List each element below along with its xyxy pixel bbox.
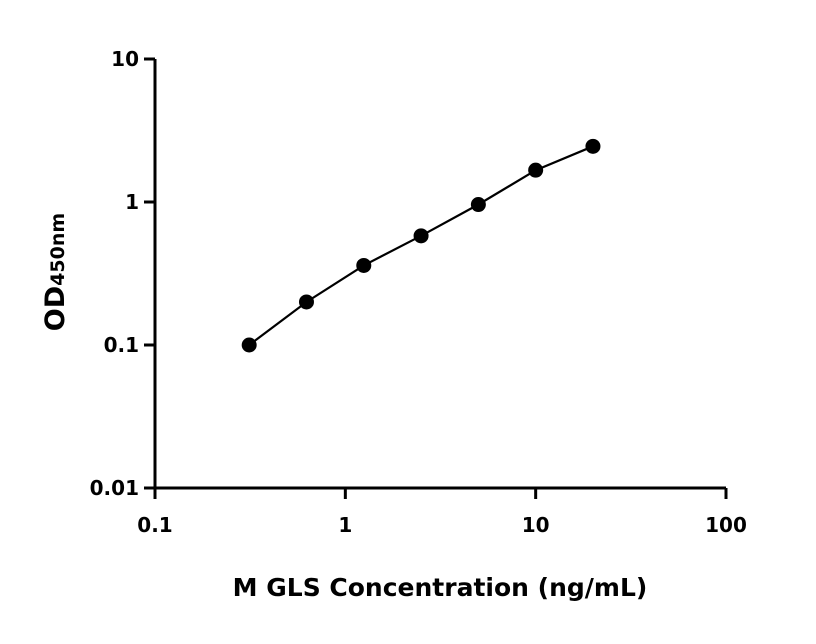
y-tick-label: 0.01 (90, 476, 139, 500)
data-point (528, 162, 544, 178)
ticks: 0.1 1 10 100 0.01 0.1 1 10 (90, 47, 747, 537)
y-axis-label-main: OD (40, 286, 71, 331)
y-tick-label: 1 (125, 190, 139, 214)
y-tick-label: 0.1 (104, 333, 139, 357)
y-axis-label: OD450nm (40, 213, 71, 331)
x-tick-label: 1 (338, 513, 352, 537)
axes (153, 59, 726, 490)
fit-line (248, 145, 594, 346)
data-point (413, 228, 429, 244)
data-point (356, 257, 372, 273)
data-point (241, 337, 257, 353)
y-tick-label: 10 (111, 47, 139, 71)
data-points (241, 138, 601, 353)
data-point (298, 294, 314, 310)
data-point (470, 197, 486, 213)
fit-curve (248, 145, 594, 346)
y-axis-label-sub: 450nm (47, 213, 69, 286)
x-axis-label: M GLS Concentration (ng/mL) (233, 573, 648, 602)
x-tick-label: 0.1 (137, 513, 172, 537)
x-tick-label: 10 (522, 513, 550, 537)
data-point (585, 138, 601, 154)
x-tick-label: 100 (705, 513, 747, 537)
